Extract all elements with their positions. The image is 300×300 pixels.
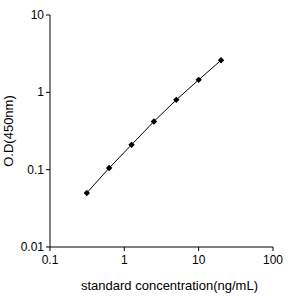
x-tick xyxy=(198,247,199,251)
data-point xyxy=(218,57,224,63)
data-point xyxy=(106,165,112,171)
x-axis-line xyxy=(50,247,273,248)
data-point xyxy=(84,190,90,196)
data-point xyxy=(173,97,179,103)
x-tick-label: 100 xyxy=(263,253,283,267)
y-tick xyxy=(46,169,50,170)
data-point xyxy=(195,77,201,83)
y-axis-title: O.D(450nm) xyxy=(1,95,16,167)
data-point xyxy=(151,118,157,124)
data-point xyxy=(128,142,134,148)
y-tick xyxy=(46,247,50,248)
x-tick xyxy=(124,247,125,251)
y-tick-label: 0.01 xyxy=(21,240,45,254)
y-tick xyxy=(46,15,50,16)
y-tick-label: 10 xyxy=(31,8,45,22)
chart: 0.11101000.010.1110standard concentratio… xyxy=(0,0,300,300)
y-tick-label: 1 xyxy=(37,85,44,99)
y-tick xyxy=(46,92,50,93)
plot-data xyxy=(84,57,225,196)
y-axis-line xyxy=(50,15,51,247)
x-tick-label: 10 xyxy=(192,253,206,267)
background xyxy=(0,0,300,300)
x-axis-title: standard concentration(ng/mL) xyxy=(81,278,258,293)
x-tick-label: 1 xyxy=(121,253,128,267)
x-tick-label: 0.1 xyxy=(42,253,59,267)
x-tick xyxy=(50,247,51,251)
y-tick-label: 0.1 xyxy=(27,163,44,177)
data-line xyxy=(87,60,221,193)
x-tick xyxy=(273,247,274,251)
